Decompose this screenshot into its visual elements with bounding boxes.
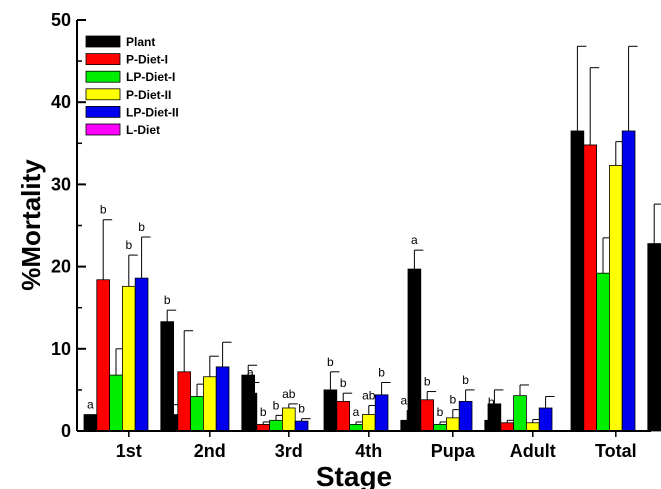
bar xyxy=(269,419,283,432)
legend-swatch xyxy=(85,70,121,83)
bar xyxy=(513,395,527,432)
significance-label: ab xyxy=(282,387,296,401)
legend-swatch xyxy=(85,35,121,48)
x-tick-label: 4th xyxy=(355,441,382,461)
significance-label: b xyxy=(273,398,280,412)
x-tick-label: 2nd xyxy=(194,441,226,461)
y-tick-label: 40 xyxy=(51,92,71,112)
bar xyxy=(294,420,309,432)
bar xyxy=(458,401,473,432)
significance-label: ab xyxy=(362,389,376,403)
bar xyxy=(583,144,597,432)
legend-swatch xyxy=(85,123,121,136)
x-tick-label: Total xyxy=(595,441,637,461)
bar xyxy=(202,376,217,432)
y-tick-label: 10 xyxy=(51,339,71,359)
bar xyxy=(609,165,623,432)
bar xyxy=(570,130,585,432)
legend-swatch xyxy=(85,53,121,65)
bar xyxy=(526,422,540,432)
bar xyxy=(190,396,204,432)
bar xyxy=(134,277,149,432)
legend-label: LP-Diet-I xyxy=(126,70,175,84)
bar xyxy=(83,414,98,432)
bar xyxy=(538,407,553,432)
y-axis-title: %Mortality xyxy=(16,159,46,291)
legend-label: L-Diet xyxy=(126,123,160,137)
bar xyxy=(374,394,389,432)
significance-label: b xyxy=(298,402,305,416)
bar xyxy=(400,419,414,432)
bar xyxy=(122,285,136,432)
bar xyxy=(160,321,175,432)
legend-label: P-Diet-I xyxy=(126,53,168,67)
bar xyxy=(215,366,230,432)
significance-label: b xyxy=(100,203,107,217)
y-tick-label: 20 xyxy=(51,257,71,277)
x-tick-label: 1st xyxy=(116,441,142,461)
bar xyxy=(484,419,498,432)
significance-label: b xyxy=(462,373,469,387)
bar xyxy=(336,401,350,432)
legend-label: P-Diet-II xyxy=(126,88,171,102)
bar xyxy=(500,422,514,432)
significance-label: b xyxy=(437,405,444,419)
significance-label: b xyxy=(164,293,171,307)
bar xyxy=(109,374,123,432)
legend: Plant P-Diet-I LP-Diet-I P-Diet-II LP-Diet-I… xyxy=(85,35,179,137)
significance-label: a xyxy=(353,405,360,419)
significance-label: a xyxy=(411,233,418,247)
legend-label: LP-Diet-II xyxy=(126,105,179,119)
significance-label: b xyxy=(449,393,456,407)
significance-label: b xyxy=(378,366,385,380)
significance-label: b xyxy=(327,355,334,369)
bar xyxy=(445,417,460,432)
significance-label: a xyxy=(87,398,94,412)
significance-label: b xyxy=(340,376,347,390)
bar xyxy=(647,243,661,432)
significance-label: b xyxy=(125,238,132,252)
y-tick-label: 30 xyxy=(51,174,71,194)
significance-label: b xyxy=(488,395,495,409)
bar xyxy=(621,130,636,432)
y-tick-label: 0 xyxy=(61,421,71,441)
bar xyxy=(281,407,296,432)
bar xyxy=(420,399,434,432)
bar xyxy=(323,389,338,432)
legend-swatch xyxy=(85,88,121,101)
bar xyxy=(96,279,111,432)
bar xyxy=(596,272,610,432)
bar xyxy=(241,374,256,432)
significance-label: b xyxy=(424,375,431,389)
significance-label: b xyxy=(260,405,267,419)
axes: 0 10 20 30 40 50 1st 2nd 3rd 4th Pupa Adult Total xyxy=(51,10,651,461)
x-tick-label: Pupa xyxy=(431,441,476,461)
bar xyxy=(361,414,376,432)
y-tick-label: 50 xyxy=(51,10,71,30)
x-axis-title: Stage xyxy=(316,461,392,489)
significance-label: a xyxy=(247,366,254,380)
legend-label: Plant xyxy=(126,35,155,49)
x-tick-label: 3rd xyxy=(275,441,303,461)
bar xyxy=(177,371,192,432)
x-tick-label: Adult xyxy=(510,441,556,461)
legend-swatch xyxy=(85,106,121,118)
significance-label: ab xyxy=(401,393,415,407)
significance-label: b xyxy=(138,220,145,234)
